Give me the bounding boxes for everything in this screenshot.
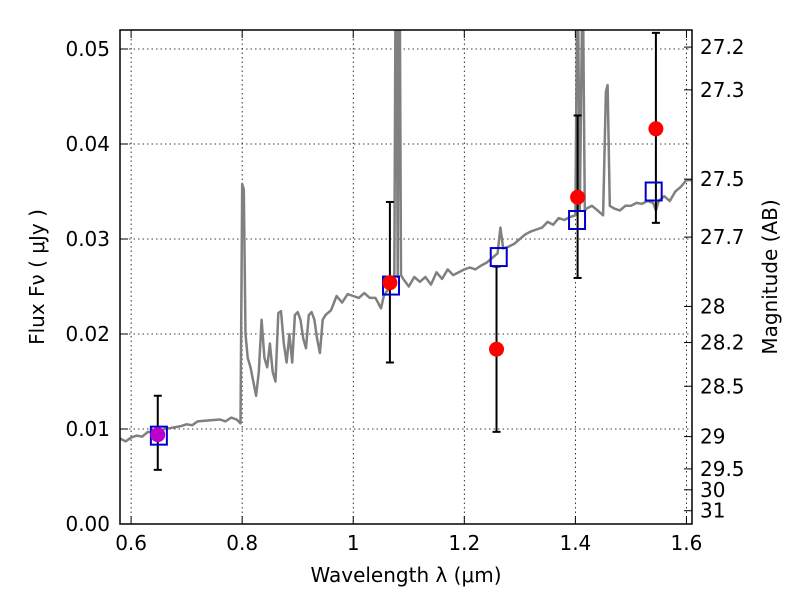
x-tick-label: 1.4 — [559, 531, 591, 555]
axis-ticks: 0.6 0.8 1 1.2 1.4 1.6 0.00 0.01 0.02 0.03 0.04 0.05… — [65, 30, 745, 555]
y-tick-label: 0.03 — [65, 227, 110, 251]
x-tick-label: 1 — [347, 531, 360, 555]
observed-photometry-point — [570, 189, 586, 205]
x-tick-label: 1.6 — [671, 531, 703, 555]
mag-tick-label: 27.7 — [700, 225, 745, 249]
y-tick-label: 0.02 — [65, 322, 110, 346]
y-axis-label-left: Flux Fν ( μJy ) — [25, 209, 49, 345]
observed-photometry-point — [489, 341, 505, 357]
observed-photometry-layer — [150, 121, 664, 443]
plot-frame — [119, 29, 693, 525]
model-spectrum-layer — [120, 30, 692, 443]
mag-tick-label: 28.5 — [700, 374, 745, 398]
synthetic-photometry-layer — [149, 181, 663, 446]
mag-tick-label: 30 — [700, 478, 725, 502]
y-tick-label: 0.00 — [65, 512, 110, 536]
mag-tick-label: 28.2 — [700, 331, 745, 355]
y-tick-label: 0.05 — [65, 37, 110, 61]
observed-photometry-point — [150, 427, 166, 443]
x-tick-label: 0.6 — [115, 531, 147, 555]
x-tick-label: 1.2 — [448, 531, 480, 555]
x-tick-label: 0.8 — [226, 531, 258, 555]
y-tick-label: 0.01 — [65, 417, 110, 441]
y-tick-label: 0.04 — [65, 132, 110, 156]
x-axis-label: Wavelength λ (μm) — [310, 563, 501, 587]
synthetic-photometry-square — [568, 210, 587, 230]
synthetic-photometry-square — [489, 247, 508, 268]
mag-tick-label: 28 — [700, 294, 725, 318]
synthetic-photometry-square — [644, 181, 663, 202]
mag-tick-label: 31 — [700, 499, 725, 523]
mag-tick-label: 29 — [700, 425, 725, 449]
observed-photometry-point — [382, 275, 398, 291]
mag-tick-label: 29.5 — [700, 457, 745, 481]
mag-tick-label: 27.2 — [700, 35, 745, 59]
y-axis-label-right: Magnitude (AB) — [758, 199, 782, 354]
observed-photometry-point — [648, 121, 664, 137]
grid — [120, 30, 692, 524]
model-spectrum-line — [120, 30, 692, 443]
mag-tick-label: 27.5 — [700, 167, 745, 191]
mag-tick-label: 27.3 — [700, 78, 745, 102]
